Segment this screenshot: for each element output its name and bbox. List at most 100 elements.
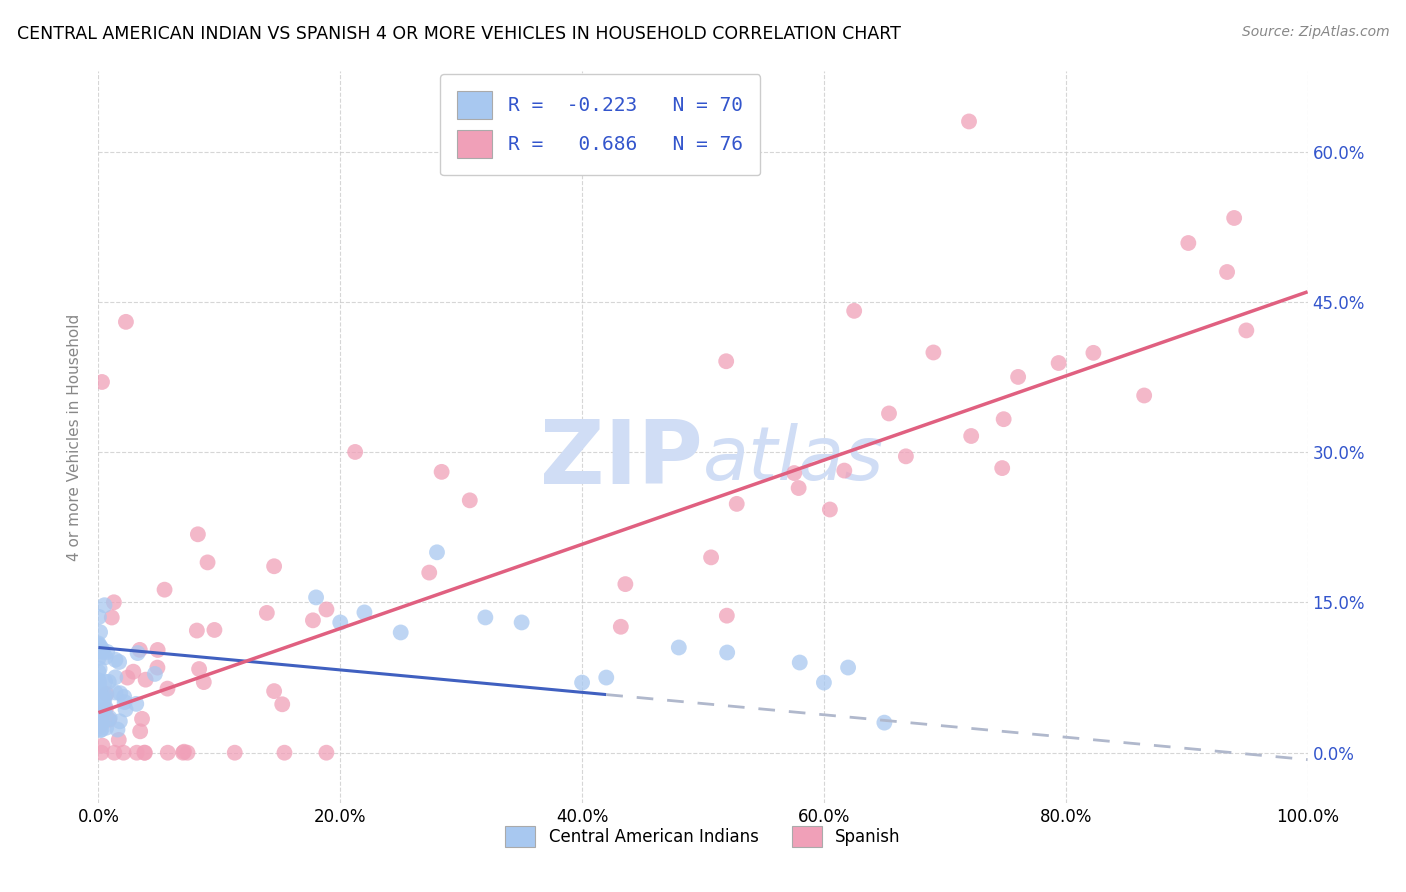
Point [89,719,111,733]
Point [426,545,449,559]
Point [571,675,593,690]
Point [108,686,131,700]
Point [787,481,810,495]
Point [90,707,112,722]
Point [813,675,835,690]
Text: ZIP: ZIP [540,416,703,502]
Point [302,613,325,627]
Point [89,676,111,690]
Point [87,695,110,709]
Point [991,461,1014,475]
Point [960,429,983,443]
Point [107,723,129,737]
Point [91,696,114,710]
Point [96,645,118,659]
Point [91,739,114,753]
Point [89,683,111,698]
Point [94,702,117,716]
Point [510,615,533,630]
Point [104,685,127,699]
Point [1216,265,1239,279]
Point [1007,370,1029,384]
Point [98,711,121,725]
Point [90,641,112,656]
Point [89,682,111,697]
Point [716,608,738,623]
Point [418,566,440,580]
Text: Source: ZipAtlas.com: Source: ZipAtlas.com [1241,25,1389,39]
Point [143,667,166,681]
Point [197,555,219,569]
Point [877,407,900,421]
Point [107,732,129,747]
Point [273,746,295,760]
Point [125,697,148,711]
Point [725,497,748,511]
Point [271,698,294,712]
Point [329,615,352,630]
Point [837,660,859,674]
Point [103,595,125,609]
Point [156,746,179,760]
Point [94,650,117,665]
Point [173,745,195,759]
Point [134,746,156,760]
Point [1223,211,1246,225]
Point [156,681,179,696]
Point [134,746,156,760]
Point [87,673,110,688]
Point [97,674,120,689]
Point [89,662,111,676]
Point [91,375,114,389]
Point [263,684,285,698]
Point [91,704,114,718]
Point [127,646,149,660]
Point [153,582,176,597]
Point [97,712,120,726]
Point [112,690,135,704]
Point [315,746,337,760]
Point [87,665,110,679]
Point [129,724,152,739]
Point [87,722,110,736]
Point [263,559,285,574]
Point [87,719,110,733]
Point [204,623,226,637]
Point [131,712,153,726]
Point [94,700,117,714]
Point [224,746,246,760]
Point [818,502,841,516]
Point [91,692,114,706]
Point [146,643,169,657]
Point [89,625,111,640]
Legend: Central American Indians, Spanish: Central American Indians, Spanish [495,816,911,856]
Point [96,721,118,735]
Point [187,527,209,541]
Point [135,673,157,687]
Point [668,640,690,655]
Point [89,639,111,653]
Point [430,465,453,479]
Point [94,674,117,689]
Point [93,692,115,706]
Point [344,445,367,459]
Point [146,660,169,674]
Point [128,643,150,657]
Point [614,577,637,591]
Point [714,354,737,368]
Point [1234,323,1257,337]
Point [108,655,131,669]
Point [389,625,412,640]
Point [789,656,811,670]
Point [90,685,112,699]
Point [122,665,145,679]
Point [1177,235,1199,250]
Point [87,610,110,624]
Point [125,746,148,760]
Point [87,636,110,650]
Point [114,695,136,709]
Point [474,610,496,624]
Point [108,714,131,729]
Point [1047,356,1070,370]
Point [186,624,208,638]
